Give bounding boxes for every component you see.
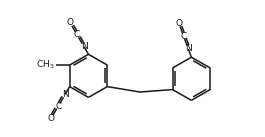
Text: C: C (55, 102, 61, 111)
Text: CH$_3$: CH$_3$ (36, 59, 55, 71)
Text: N: N (81, 42, 87, 51)
Text: C: C (74, 30, 80, 39)
Text: O: O (67, 18, 74, 27)
Text: N: N (185, 44, 192, 53)
Text: O: O (175, 19, 182, 28)
Text: N: N (62, 90, 69, 99)
Text: C: C (180, 32, 187, 41)
Text: O: O (48, 114, 55, 122)
